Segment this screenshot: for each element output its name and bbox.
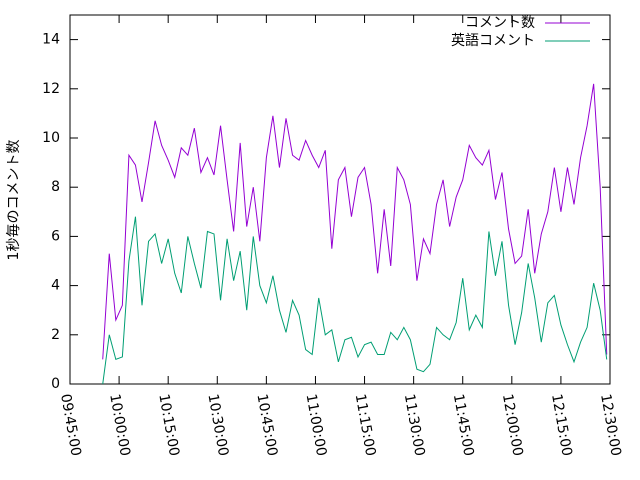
y-tick-label: 14 xyxy=(42,32,60,48)
y-tick-label: 4 xyxy=(51,278,60,294)
y-axis-label: 1秒毎のコメント数 xyxy=(6,140,22,261)
data-line xyxy=(102,216,608,385)
data-line xyxy=(102,83,608,360)
legend-label: コメント数 xyxy=(465,15,535,31)
y-tick-label: 2 xyxy=(51,327,60,343)
y-tick-label: 8 xyxy=(51,179,60,195)
y-tick-label: 10 xyxy=(42,130,60,146)
plot-border xyxy=(69,14,611,385)
y-tick-label: 12 xyxy=(42,81,60,97)
y-tick-label: 6 xyxy=(51,228,60,244)
legend-label: 英語コメント xyxy=(451,32,535,49)
y-tick-label: 0 xyxy=(51,376,60,392)
